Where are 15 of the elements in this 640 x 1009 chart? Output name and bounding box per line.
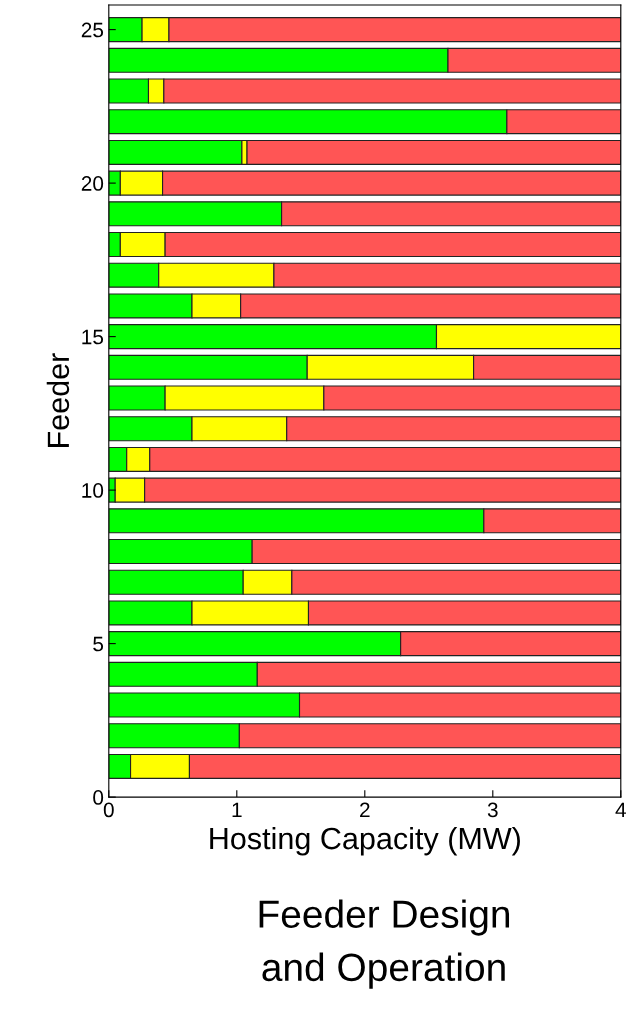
y-tick-label: 25: [81, 22, 104, 38]
y-axis-title: Feeder: [46, 353, 70, 447]
x-tick-label: 1: [232, 802, 242, 818]
x-axis-title: Hosting Capacity (MW): [210, 826, 520, 856]
y-tick-label: 0: [93, 790, 104, 805]
x-tick-label: 0: [103, 802, 114, 818]
y-tick-label: 10: [82, 483, 104, 498]
bar: [108, 139, 243, 165]
x-tick-label: 4: [615, 802, 626, 818]
y-tick-label: 5: [93, 636, 104, 652]
y-tick-label: 15: [82, 329, 104, 345]
text: Feeder Design and Operation: [259, 899, 510, 989]
y-tick-label: 20: [81, 176, 104, 191]
x-tick-label: 2: [360, 802, 370, 818]
x-tick-label: 3: [487, 802, 498, 818]
